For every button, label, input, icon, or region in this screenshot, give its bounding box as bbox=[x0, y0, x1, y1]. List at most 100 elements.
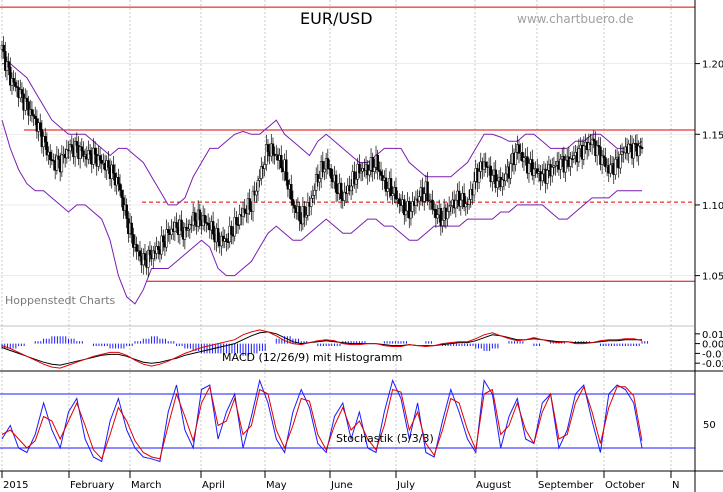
candle-body bbox=[70, 144, 74, 148]
candle-body bbox=[434, 209, 438, 219]
candle-body bbox=[4, 51, 7, 71]
x-tick-label: August bbox=[476, 480, 511, 491]
candle-body bbox=[170, 228, 173, 236]
candle-body bbox=[550, 167, 554, 177]
candle-body bbox=[226, 241, 230, 243]
candle-body bbox=[313, 190, 316, 196]
candle-body bbox=[454, 199, 458, 209]
candle-body bbox=[165, 229, 168, 248]
candle-body bbox=[411, 201, 414, 212]
candle-body bbox=[112, 164, 115, 174]
candle-body bbox=[304, 214, 308, 218]
candle-body bbox=[379, 171, 383, 176]
candle-body bbox=[527, 163, 531, 174]
candle-body bbox=[265, 144, 268, 165]
candle-body bbox=[285, 159, 288, 181]
candle-body bbox=[248, 198, 251, 210]
x-tick-label: June bbox=[330, 480, 353, 491]
candle-body bbox=[321, 161, 325, 173]
macd-tick-label: -0.02 bbox=[702, 359, 723, 370]
candle-body bbox=[161, 235, 165, 243]
candle-body bbox=[627, 143, 630, 154]
candle-body bbox=[238, 214, 241, 226]
candle-body bbox=[532, 168, 536, 176]
candle-body bbox=[501, 179, 504, 188]
stoch-tick-label: 50 bbox=[703, 420, 716, 431]
candle-body bbox=[354, 178, 358, 185]
x-tick-label: March bbox=[131, 480, 161, 491]
candle-body bbox=[517, 144, 521, 154]
candle-body bbox=[9, 66, 12, 86]
candle-body bbox=[436, 214, 439, 219]
candle-body bbox=[477, 171, 481, 183]
candle-body bbox=[45, 141, 49, 156]
candle-body bbox=[188, 224, 192, 230]
candle-body bbox=[472, 181, 476, 196]
candle-body bbox=[491, 175, 494, 183]
candle-body bbox=[514, 152, 517, 165]
candle-body bbox=[343, 192, 346, 201]
candle-body bbox=[293, 205, 296, 209]
candle-body bbox=[457, 190, 461, 207]
candle-body bbox=[100, 159, 103, 164]
candle-body bbox=[403, 199, 406, 216]
candle-body bbox=[408, 200, 411, 219]
candle-body bbox=[609, 164, 612, 174]
bollinger-lower-band bbox=[1, 119, 642, 305]
candle-body bbox=[256, 180, 260, 192]
candle-body bbox=[98, 155, 102, 161]
candle-body bbox=[251, 190, 255, 212]
candle-body bbox=[587, 142, 591, 151]
candle-body bbox=[152, 250, 155, 260]
candle-body bbox=[564, 159, 567, 173]
candle-body bbox=[52, 159, 55, 162]
candle-body bbox=[504, 173, 507, 182]
candle-body bbox=[206, 222, 210, 226]
candle-body bbox=[303, 206, 306, 218]
macd-title: MACD (12/26/9) mit Histogramm bbox=[222, 351, 402, 364]
candle-body bbox=[592, 138, 596, 142]
candle-body bbox=[389, 178, 393, 196]
candle-body bbox=[439, 208, 443, 227]
candle-body bbox=[263, 164, 266, 169]
candle-body bbox=[205, 222, 208, 224]
macd-tick-label: 0.01 bbox=[702, 330, 723, 341]
x-tick-label: February bbox=[70, 480, 114, 491]
candle-body bbox=[175, 222, 178, 228]
candle-body bbox=[203, 215, 207, 223]
candle-body bbox=[404, 210, 408, 216]
candle-body bbox=[118, 183, 122, 191]
chart-title: EUR/USD bbox=[300, 9, 373, 28]
candle-body bbox=[541, 173, 544, 182]
candle-body bbox=[65, 149, 69, 159]
candle-body bbox=[366, 164, 369, 176]
candle-body bbox=[143, 253, 147, 261]
candle-body bbox=[422, 193, 426, 202]
candle-body bbox=[135, 244, 138, 252]
candle-body bbox=[639, 145, 642, 148]
x-tick-label: April bbox=[202, 480, 225, 491]
price-tick-label: 1.05 bbox=[702, 272, 723, 283]
candle-body bbox=[572, 155, 576, 160]
candle-body bbox=[509, 163, 512, 179]
candle-body bbox=[20, 89, 24, 95]
candle-body bbox=[120, 189, 123, 198]
candle-body bbox=[358, 163, 361, 174]
price-tick-label: 1.15 bbox=[702, 130, 723, 141]
candle-body bbox=[291, 199, 295, 206]
signal-line bbox=[1, 329, 643, 369]
candle-body bbox=[600, 155, 604, 165]
candle-body bbox=[545, 170, 549, 184]
candle-body bbox=[266, 144, 270, 153]
candle-body bbox=[426, 181, 429, 202]
price-tick-label: 1.10 bbox=[702, 201, 723, 212]
candle-body bbox=[38, 122, 42, 130]
candle-body bbox=[314, 174, 318, 191]
candle-body bbox=[531, 159, 534, 176]
candle-body bbox=[243, 208, 246, 214]
candle-body bbox=[147, 249, 150, 268]
candle-body bbox=[339, 182, 343, 199]
candle-body bbox=[359, 170, 363, 174]
candle-body bbox=[87, 150, 90, 160]
candle-body bbox=[559, 158, 562, 170]
